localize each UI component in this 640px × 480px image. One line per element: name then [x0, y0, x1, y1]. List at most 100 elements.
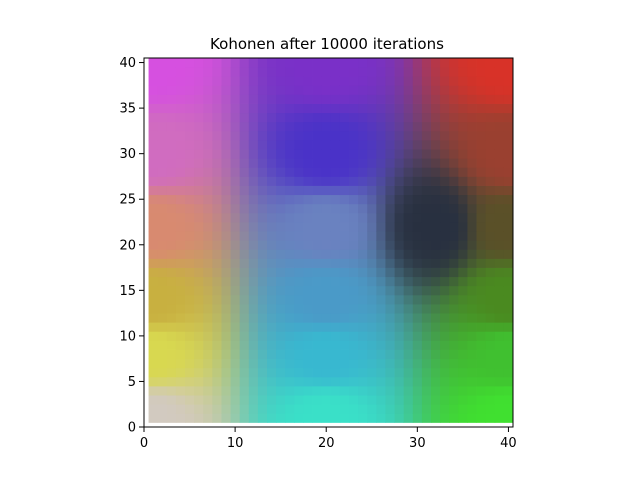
heatmap-cell: [175, 58, 186, 68]
heatmap-cell: [248, 203, 259, 214]
heatmap-cell: [440, 203, 450, 214]
heatmap-cell: [312, 212, 323, 223]
heatmap-cell: [166, 349, 177, 360]
heatmap-cell: [157, 404, 168, 414]
heatmap-cell: [440, 130, 450, 141]
heatmap-cell: [230, 112, 241, 123]
heatmap-cell: [449, 258, 459, 268]
heatmap-cell: [175, 322, 186, 332]
heatmap-cell: [212, 267, 222, 278]
heatmap-cell: [285, 285, 295, 296]
heatmap-cell: [339, 258, 350, 268]
heatmap-cell: [239, 249, 250, 259]
heatmap-cell: [221, 76, 231, 86]
heatmap-cell: [330, 130, 341, 141]
heatmap-cell: [412, 130, 423, 141]
heatmap-cell: [257, 212, 268, 223]
heatmap-cell: [358, 212, 368, 223]
heatmap-cell: [239, 294, 250, 305]
heatmap-cell: [239, 386, 250, 396]
heatmap-cell: [476, 149, 487, 159]
heatmap-cell: [412, 258, 423, 268]
heatmap-cell: [403, 176, 414, 186]
heatmap-cell: [285, 331, 295, 341]
heatmap-cell: [358, 395, 368, 405]
heatmap-cell: [403, 167, 414, 177]
heatmap-cell: [476, 258, 487, 268]
heatmap-cell: [485, 67, 496, 77]
heatmap-cell: [203, 121, 213, 132]
heatmap-cell: [276, 258, 286, 268]
heatmap-cell: [212, 249, 222, 259]
heatmap-cell: [476, 313, 487, 323]
heatmap-cell: [148, 222, 159, 232]
heatmap-cell: [421, 103, 432, 114]
heatmap-cell: [194, 294, 204, 305]
heatmap-cell: [148, 58, 159, 68]
heatmap-cell: [431, 349, 441, 360]
heatmap-cell: [148, 267, 159, 278]
heatmap-cell: [467, 112, 477, 123]
heatmap-cell: [267, 103, 277, 114]
heatmap-cell: [303, 395, 313, 405]
heatmap-cell: [321, 194, 332, 205]
heatmap-cell: [148, 395, 159, 405]
heatmap-cell: [257, 413, 268, 423]
heatmap-cell: [148, 249, 159, 259]
heatmap-cell: [476, 167, 487, 177]
heatmap-cell: [212, 149, 222, 159]
heatmap-cell: [203, 176, 213, 186]
y-tick-label: 30: [119, 147, 136, 162]
heatmap-cell: [467, 358, 477, 369]
heatmap-cell: [166, 367, 177, 378]
heatmap-cell: [230, 194, 241, 205]
heatmap-cell: [248, 413, 259, 423]
heatmap-cell: [503, 67, 514, 77]
heatmap-cell: [185, 94, 195, 104]
heatmap-cell: [367, 285, 377, 296]
heatmap-cell: [431, 67, 441, 77]
heatmap-cell: [367, 149, 377, 159]
heatmap-cell: [394, 103, 405, 114]
heatmap-cell: [367, 386, 377, 396]
heatmap-cell: [185, 121, 195, 132]
heatmap-cell: [412, 349, 423, 360]
heatmap-cell: [467, 140, 477, 150]
heatmap-cell: [376, 285, 386, 296]
heatmap-cell: [157, 249, 168, 259]
heatmap-cell: [312, 404, 323, 414]
heatmap-cell: [285, 76, 295, 86]
heatmap-cell: [239, 212, 250, 223]
heatmap-cell: [276, 112, 286, 123]
heatmap-cell: [230, 58, 241, 68]
heatmap-cell: [257, 85, 268, 95]
heatmap-cell: [166, 258, 177, 268]
heatmap-cell: [412, 112, 423, 123]
heatmap-cell: [358, 331, 368, 341]
heatmap-cell: [467, 194, 477, 205]
heatmap-cell: [330, 276, 341, 287]
heatmap-cell: [412, 294, 423, 305]
heatmap-cell: [175, 140, 186, 150]
heatmap-cell: [276, 313, 286, 323]
heatmap-cell: [467, 413, 477, 423]
heatmap-cell: [485, 267, 496, 278]
heatmap-cell: [166, 404, 177, 414]
heatmap-cell: [421, 76, 432, 86]
heatmap-cell: [312, 276, 323, 287]
heatmap-cell: [385, 140, 395, 150]
heatmap-cell: [503, 395, 514, 405]
heatmap-cell: [221, 212, 231, 223]
heatmap-cell: [458, 276, 468, 287]
heatmap-cell: [321, 231, 332, 241]
heatmap-cell: [267, 203, 277, 214]
heatmap-cell: [476, 176, 487, 186]
heatmap-cell: [412, 240, 423, 250]
heatmap-cell: [157, 285, 168, 296]
heatmap-cell: [185, 249, 195, 259]
heatmap-cell: [339, 140, 350, 150]
heatmap-cell: [267, 149, 277, 159]
heatmap-cell: [358, 267, 368, 278]
heatmap-cell: [494, 176, 505, 186]
heatmap-cell: [303, 340, 313, 350]
